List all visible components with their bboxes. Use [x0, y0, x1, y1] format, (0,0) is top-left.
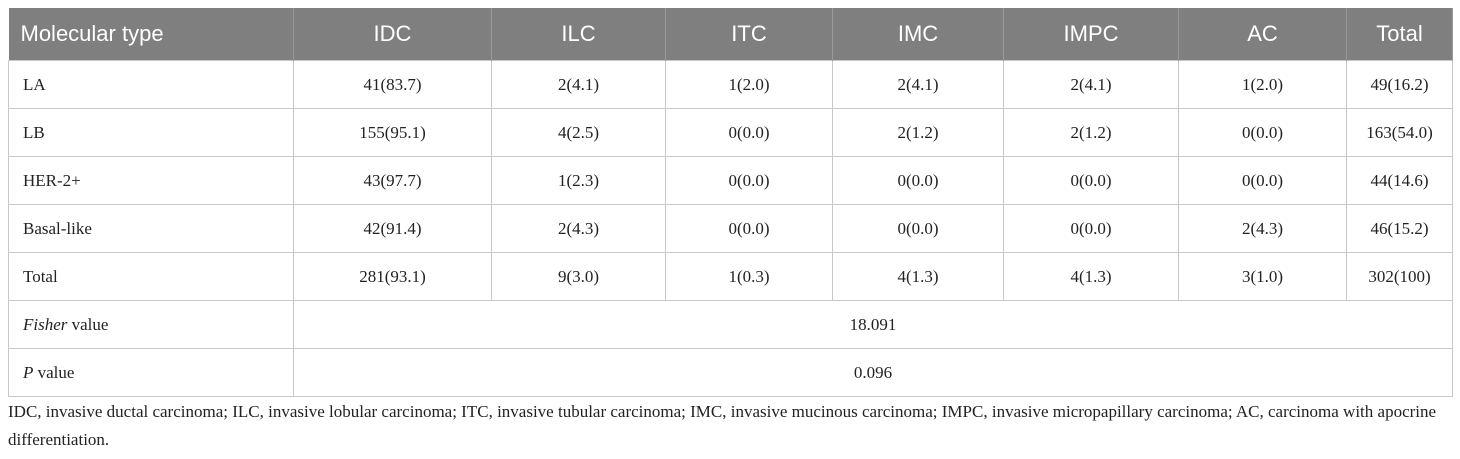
stat-label: value [37, 362, 75, 382]
cell: 2(4.3) [491, 204, 666, 253]
cell: 0(0.0) [1178, 108, 1347, 157]
cell: 2(4.3) [1178, 204, 1347, 253]
table-head: Molecular type IDC ILC ITC IMC IMPC AC Total [8, 8, 1453, 61]
cell: 0(0.0) [1003, 204, 1179, 253]
stat-row: P value 0.096 [8, 348, 1453, 397]
cell: 1(2.3) [491, 156, 666, 205]
cell: 1(2.0) [1178, 60, 1347, 109]
cell: 41(83.7) [293, 60, 492, 109]
cell: 0(0.0) [832, 156, 1004, 205]
header-row: Molecular type IDC ILC ITC IMC IMPC AC Total [8, 8, 1453, 61]
cell: 163(54.0) [1346, 108, 1453, 157]
cell: 1(2.0) [665, 60, 833, 109]
cell: 0(0.0) [1178, 156, 1347, 205]
stat-label-italic: P [23, 362, 34, 382]
header-cell: ILC [491, 8, 666, 61]
table-row: Basal-like 42(91.4) 2(4.3) 0(0.0) 0(0.0) 0(0.… [8, 204, 1453, 253]
cell: 155(95.1) [293, 108, 492, 157]
row-label: LA [8, 60, 294, 109]
table-row: HER-2+ 43(97.7) 1(2.3) 0(0.0) 0(0.0) 0(0.0) 0(… [8, 156, 1453, 205]
stat-label-italic: Fisher [23, 314, 68, 334]
stat-value: 18.091 [293, 300, 1453, 349]
header-cell: Molecular type [8, 8, 294, 61]
table-wrap: Molecular type IDC ILC ITC IMC IMPC AC Total LA… [8, 8, 1453, 397]
stat-label: value [71, 314, 109, 334]
cell: 49(16.2) [1346, 60, 1453, 109]
table-row: LA 41(83.7) 2(4.1) 1(2.0) 2(4.1) 2(4.1) 1(2.0)… [8, 60, 1453, 109]
table: Molecular type IDC ILC ITC IMC IMPC AC Total LA… [8, 8, 1453, 397]
header-cell: IMPC [1003, 8, 1179, 61]
cell: 0(0.0) [832, 204, 1004, 253]
cell: 4(1.3) [832, 252, 1004, 301]
header-cell: Total [1346, 8, 1453, 61]
header-cell: IMC [832, 8, 1004, 61]
row-label: Fisher value [8, 300, 294, 349]
row-label: P value [8, 348, 294, 397]
cell: 4(2.5) [491, 108, 666, 157]
cell: 0(0.0) [1003, 156, 1179, 205]
cell: 1(0.3) [665, 252, 833, 301]
cell: 9(3.0) [491, 252, 666, 301]
cell: 44(14.6) [1346, 156, 1453, 205]
row-label: Basal-like [8, 204, 294, 253]
row-label: HER-2+ [8, 156, 294, 205]
cell: 281(93.1) [293, 252, 492, 301]
cell: 2(4.1) [491, 60, 666, 109]
table-body: LA 41(83.7) 2(4.1) 1(2.0) 2(4.1) 2(4.1) 1(2.0)… [8, 60, 1453, 397]
header-cell: IDC [293, 8, 492, 61]
cell: 3(1.0) [1178, 252, 1347, 301]
row-label: LB [8, 108, 294, 157]
stat-value: 0.096 [293, 348, 1453, 397]
header-cell: AC [1178, 8, 1347, 61]
table-row: LB 155(95.1) 4(2.5) 0(0.0) 2(1.2) 2(1.2) 0(0.0… [8, 108, 1453, 157]
cell: 0(0.0) [665, 156, 833, 205]
cell: 2(4.1) [1003, 60, 1179, 109]
cell: 2(4.1) [832, 60, 1004, 109]
cell: 4(1.3) [1003, 252, 1179, 301]
cell: 0(0.0) [665, 108, 833, 157]
table-row: Total 281(93.1) 9(3.0) 1(0.3) 4(1.3) 4(1.3) 3(… [8, 252, 1453, 301]
cell: 46(15.2) [1346, 204, 1453, 253]
row-label: Total [8, 252, 294, 301]
header-cell: ITC [665, 8, 833, 61]
cell: 42(91.4) [293, 204, 492, 253]
cell: 2(1.2) [832, 108, 1004, 157]
cell: 43(97.7) [293, 156, 492, 205]
stat-row: Fisher value 18.091 [8, 300, 1453, 349]
cell: 2(1.2) [1003, 108, 1179, 157]
cell: 302(100) [1346, 252, 1453, 301]
footnote: IDC, invasive ductal carcinoma; ILC, inv… [8, 402, 1437, 449]
cell: 0(0.0) [665, 204, 833, 253]
